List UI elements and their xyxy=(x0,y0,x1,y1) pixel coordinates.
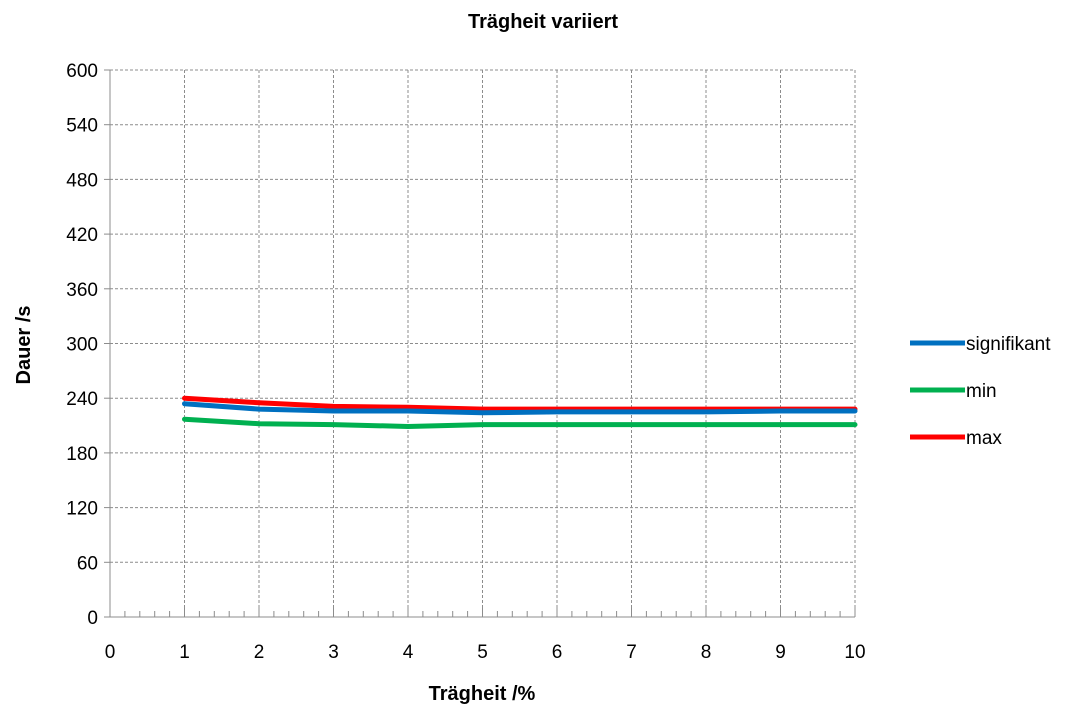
y-tick-label: 300 xyxy=(66,335,98,356)
y-tick-label: 600 xyxy=(66,61,98,82)
legend-label-max: max xyxy=(966,428,1002,449)
x-tick-label: 6 xyxy=(552,642,563,663)
y-tick-label: 0 xyxy=(87,608,98,629)
series-line-signifikant xyxy=(182,401,858,416)
series-lines xyxy=(182,395,858,429)
y-tick-label: 120 xyxy=(66,499,98,520)
axes: 0 60 120 180 240 300 360 420 480 540 600 0 1 2 3 4 5 6 7 8 9… xyxy=(66,61,865,663)
x-tick-label: 2 xyxy=(254,642,265,663)
chart-title: Trägheit variiert xyxy=(468,11,618,33)
x-tick-label: 0 xyxy=(105,642,116,663)
y-tick-label: 480 xyxy=(66,170,98,191)
x-tick-label: 4 xyxy=(403,642,414,663)
x-axis-label: Trägheit /% xyxy=(429,683,536,705)
y-tick-label: 420 xyxy=(66,225,98,246)
x-tick-label: 10 xyxy=(844,642,865,663)
y-tick-label: 180 xyxy=(66,444,98,465)
x-tick-label: 7 xyxy=(626,642,637,663)
grid xyxy=(110,69,856,617)
y-tick-label: 540 xyxy=(66,116,98,137)
x-tick-label: 9 xyxy=(775,642,786,663)
y-tick-label: 240 xyxy=(66,389,98,410)
x-tick-label: 5 xyxy=(477,642,488,663)
y-tick-label: 60 xyxy=(77,553,98,574)
x-tick-label: 8 xyxy=(701,642,712,663)
legend-label-min: min xyxy=(966,381,997,402)
y-tick-label: 360 xyxy=(66,280,98,301)
x-tick-label: 3 xyxy=(328,642,339,663)
series-line-min xyxy=(182,416,858,429)
x-tick-label: 1 xyxy=(179,642,190,663)
y-axis-label: Dauer /s xyxy=(13,306,35,385)
legend-label-signifikant: signifikant xyxy=(966,334,1051,355)
legend: signifikant min max xyxy=(910,334,1051,449)
